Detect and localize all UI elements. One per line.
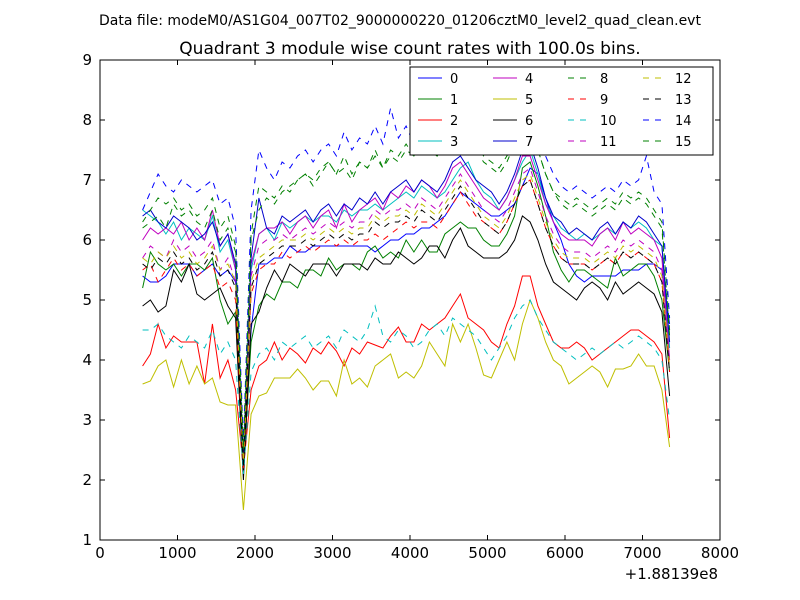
- legend-label-13: 13: [675, 93, 692, 108]
- y-tick-label: 4: [82, 351, 92, 369]
- series-line-0: [142, 167, 671, 463]
- series-line-9: [142, 179, 671, 469]
- legend-label-1: 1: [450, 93, 458, 108]
- legend-label-12: 12: [675, 72, 692, 87]
- x-tick-label: 4000: [391, 544, 429, 562]
- axis-ticks: 0 1000 2000 3000 4000 5000 6000 7000 80001234567…: [82, 51, 739, 562]
- y-tick-label: 6: [82, 231, 92, 249]
- y-tick-label: 5: [82, 291, 92, 309]
- x-tick-label: 3000: [313, 544, 351, 562]
- series-line-15: [142, 119, 671, 451]
- series-line-5: [142, 298, 671, 511]
- legend-label-8: 8: [600, 72, 608, 87]
- legend-label-2: 2: [450, 114, 458, 129]
- series-line-13: [142, 179, 671, 469]
- series-line-14: [142, 82, 671, 445]
- x-tick-label: 6000: [546, 544, 584, 562]
- legend-label-0: 0: [450, 72, 458, 87]
- y-tick-label: 1: [82, 531, 92, 549]
- series-line-2: [142, 275, 671, 469]
- x-tick-label: 2000: [236, 544, 274, 562]
- legend-label-7: 7: [525, 135, 533, 150]
- y-tick-label: 2: [82, 471, 92, 489]
- x-tick-label: 7000: [623, 544, 661, 562]
- series-line-11: [142, 167, 671, 463]
- series-line-6: [142, 215, 671, 481]
- chart-title: Quadrant 3 module wise count rates with …: [179, 39, 640, 59]
- x-tick-label: 1000: [158, 544, 196, 562]
- legend-label-15: 15: [675, 135, 692, 150]
- legend-label-4: 4: [525, 72, 533, 87]
- x-offset-label: +1.88139e8: [625, 565, 718, 583]
- series-line-4: [142, 155, 671, 463]
- legend-label-3: 3: [450, 135, 458, 150]
- series-line-8: [142, 125, 671, 451]
- legend-label-10: 10: [600, 114, 617, 129]
- legend-label-5: 5: [525, 93, 533, 108]
- legend-label-6: 6: [525, 114, 533, 129]
- x-tick-label: 8000: [701, 544, 739, 562]
- x-tick-label: 0: [95, 544, 105, 562]
- y-tick-label: 8: [82, 111, 92, 129]
- series-layer: [142, 82, 671, 511]
- series-line-3: [142, 148, 671, 457]
- legend-label-9: 9: [600, 93, 608, 108]
- series-line-7: [142, 143, 671, 463]
- legend-box: [409, 66, 714, 156]
- figure-suptitle: Data file: modeM0/AS1G04_007T02_90000002…: [99, 13, 701, 29]
- legend-label-11: 11: [600, 135, 617, 150]
- series-line-12: [142, 173, 671, 463]
- y-tick-label: 7: [82, 171, 92, 189]
- y-tick-label: 3: [82, 411, 92, 429]
- x-tick-label: 5000: [468, 544, 506, 562]
- legend-label-14: 14: [675, 114, 692, 129]
- series-line-1: [142, 161, 671, 469]
- series-line-10: [142, 299, 671, 475]
- y-tick-label: 9: [82, 51, 92, 69]
